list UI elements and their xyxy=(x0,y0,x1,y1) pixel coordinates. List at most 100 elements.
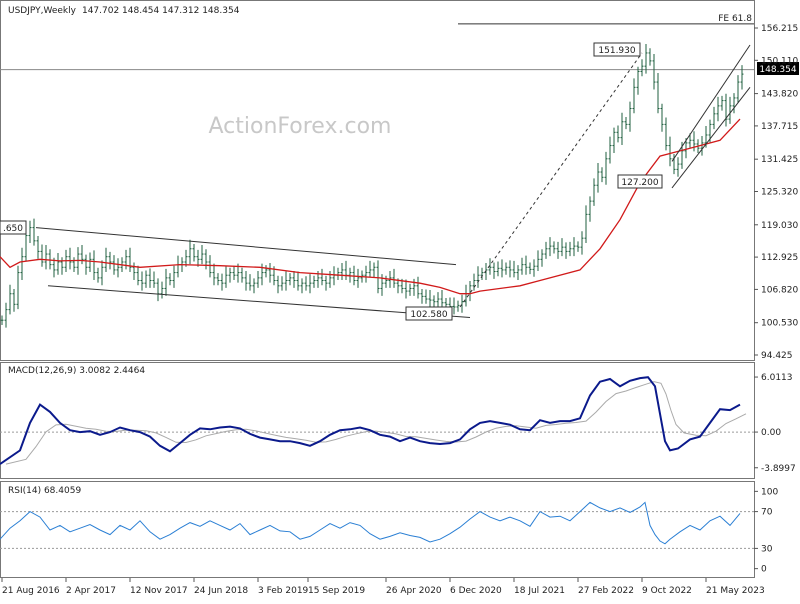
price-bar xyxy=(12,288,16,312)
price-bar xyxy=(632,78,636,114)
price-tick-label: 100.530 xyxy=(761,319,798,329)
price-bar xyxy=(16,265,20,310)
svg-text:102.580: 102.580 xyxy=(410,310,447,320)
price-bar xyxy=(48,249,52,270)
price-bar xyxy=(512,260,516,278)
price-bar xyxy=(604,151,608,185)
price-tick-label: 137.715 xyxy=(761,122,798,132)
price-bar xyxy=(44,245,48,270)
svg-text:.650: .650 xyxy=(3,224,23,234)
price-bar xyxy=(700,136,704,156)
price-bar xyxy=(280,276,284,291)
price-bar xyxy=(480,267,484,280)
price-bar xyxy=(728,96,732,124)
price-bar xyxy=(0,315,4,325)
rsi-tick-label: 30 xyxy=(761,544,773,554)
price-bar xyxy=(408,283,412,296)
watermark: ActionForex.com xyxy=(209,114,392,139)
price-bar xyxy=(736,75,740,103)
price-bar xyxy=(240,267,244,283)
x-tick-label: 3 Feb 2019 xyxy=(258,586,309,596)
price-bar xyxy=(624,116,628,130)
price-bar xyxy=(540,249,544,267)
price-bar xyxy=(576,241,580,252)
x-tick-label: 26 Apr 2020 xyxy=(386,586,442,596)
channel-line-upper-2 xyxy=(671,44,751,162)
price-bar xyxy=(68,247,72,270)
price-bar xyxy=(204,249,208,270)
price-bar xyxy=(156,278,160,302)
price-bar xyxy=(104,247,108,273)
price-tick-label: 119.030 xyxy=(761,221,798,231)
price-bar xyxy=(144,270,148,288)
price-bar xyxy=(284,271,288,291)
macd-signal-line xyxy=(5,381,747,465)
price-bar xyxy=(184,249,188,267)
price-bar xyxy=(460,294,464,313)
price-bar xyxy=(384,275,388,288)
macd-series-group xyxy=(0,376,754,465)
price-bar xyxy=(516,265,520,280)
price-bar xyxy=(248,274,252,291)
price-bar xyxy=(600,167,604,183)
ohlc-label: 147.702 148.454 147.312 148.354 xyxy=(82,6,240,16)
price-bar xyxy=(640,59,644,77)
channel-line-lower-2 xyxy=(671,87,751,189)
x-tick-label: 12 Nov 2017 xyxy=(130,586,188,596)
price-bar xyxy=(712,106,716,130)
price-bar xyxy=(368,260,372,278)
price-bar xyxy=(300,278,304,294)
price-bar xyxy=(664,117,668,151)
low-label-127: 127.200 xyxy=(617,174,663,189)
price-bar xyxy=(328,270,332,288)
price-bar xyxy=(588,196,592,222)
price-bar xyxy=(108,251,112,270)
price-bar xyxy=(336,267,340,280)
price-bar xyxy=(32,218,36,246)
price-bar xyxy=(676,157,680,177)
price-tick-label: 143.820 xyxy=(761,90,798,100)
price-bar xyxy=(508,260,512,278)
price-bar xyxy=(660,103,664,132)
low-label-102: 102.580 xyxy=(405,306,453,321)
price-bar xyxy=(572,237,576,257)
price-bar xyxy=(304,276,308,291)
price-bar xyxy=(140,271,144,291)
price-bar xyxy=(20,247,24,280)
price-bar xyxy=(116,258,120,278)
price-bar xyxy=(528,262,532,275)
price-series-group xyxy=(0,43,751,328)
price-bar xyxy=(292,270,296,288)
price-bar xyxy=(36,236,40,259)
price-bar xyxy=(432,295,436,307)
price-bar xyxy=(244,270,248,291)
x-tick-label: 9 Oct 2022 xyxy=(642,586,692,596)
price-pane-title: USDJPY,Weekly 147.702 148.454 147.312 148… xyxy=(8,6,240,16)
price-bar xyxy=(644,43,648,74)
price-bar xyxy=(136,265,140,286)
rsi-tick-label: 70 xyxy=(761,508,773,518)
rsi-line xyxy=(0,501,741,545)
price-bar xyxy=(524,255,528,275)
price-bar xyxy=(428,290,432,308)
price-bar xyxy=(732,93,736,114)
price-bar xyxy=(296,271,300,291)
x-tick-label: 6 Dec 2020 xyxy=(450,586,502,596)
fe-label: FE 61.8 xyxy=(718,14,752,24)
price-bar xyxy=(340,263,344,280)
high-label: 151.930 xyxy=(593,42,641,57)
price-bar xyxy=(208,255,212,278)
price-bar xyxy=(636,66,640,95)
price-bar xyxy=(84,254,88,275)
x-tick-label: 24 Jun 2018 xyxy=(194,586,248,596)
rsi-tick-label: 0 xyxy=(761,565,767,575)
price-bar xyxy=(312,275,316,288)
price-bar xyxy=(668,136,672,167)
macd-pane xyxy=(0,362,755,479)
price-bar xyxy=(160,281,164,299)
price-bar xyxy=(536,250,540,271)
price-bar xyxy=(544,241,548,259)
price-bar xyxy=(332,266,336,286)
price-bar xyxy=(616,125,620,143)
